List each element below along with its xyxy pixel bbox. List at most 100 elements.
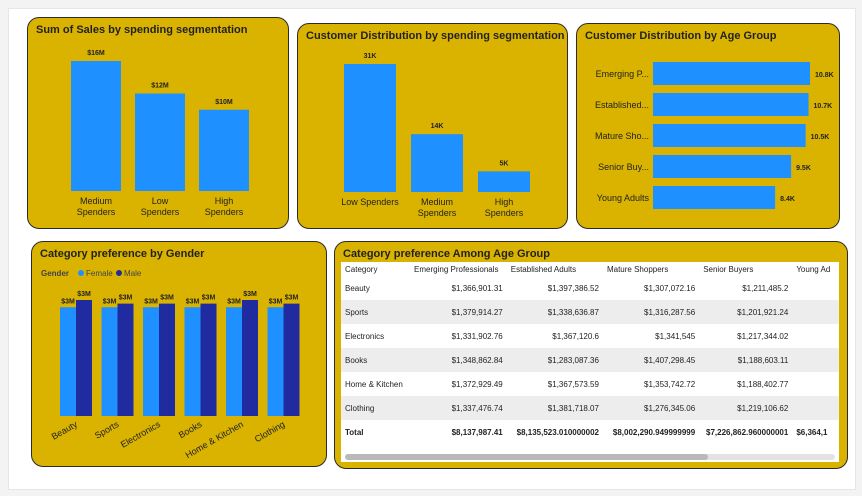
table-row: Clothing $1,337,476.74 $1,381,718.07 $1,… [341, 396, 839, 420]
data-label: $3M [160, 295, 174, 302]
category-label: Low Spenders [341, 197, 399, 207]
legend-dot [116, 270, 122, 276]
column-header[interactable]: Mature Shoppers [606, 264, 669, 274]
bar [283, 303, 300, 416]
category-label: Young Adults [597, 193, 650, 203]
category-label: Spenders [77, 207, 116, 217]
legend-title: Gender [41, 269, 69, 278]
table-row: Home & Kitchen $1,372,929.49 $1,367,573.… [341, 372, 839, 396]
customers-by-age-chart: Emerging P... 10.8K Established... 10.7K Mat… [595, 62, 834, 209]
data-label: $16M [87, 50, 105, 57]
bar [71, 61, 121, 191]
bar [411, 134, 463, 192]
cell: $1,188,402.77 [737, 379, 789, 389]
sales-by-segment-chart: $16MMediumSpenders$12MLowSpenders$10MHig… [71, 50, 249, 217]
customers-by-segment-card[interactable]: Customer Distribution by spending segmen… [297, 23, 568, 229]
bar [200, 303, 217, 416]
cell [792, 396, 839, 420]
data-label: $3M [202, 295, 216, 302]
customers-by-age-card[interactable]: Customer Distribution by Age Group Emerg… [576, 23, 840, 229]
cell: $1,188,603.11 [699, 348, 793, 372]
total-label: Total [345, 427, 364, 437]
data-label: $3M [61, 298, 75, 305]
data-label: 31K [364, 53, 377, 60]
bar [60, 307, 76, 416]
bar [117, 303, 134, 416]
cell: $1,219,106.62 [699, 396, 793, 420]
row-label: Home & Kitchen [345, 379, 403, 389]
data-label: 10.8K [815, 72, 834, 79]
cell: $1,397,386.52 [547, 283, 599, 293]
column-header[interactable]: Established Adults [510, 264, 577, 274]
age-category-table-viewport[interactable]: Category Emerging Professionals Establis… [341, 262, 839, 462]
cell: $1,367,120.6 [552, 331, 599, 341]
cell: $1,348,862.84 [410, 348, 507, 372]
data-label: $3M [144, 298, 158, 305]
bar [653, 124, 806, 147]
bar [478, 171, 530, 192]
data-label: $3M [186, 298, 200, 305]
total-cell: $8,137,987.41 [451, 427, 503, 437]
cell [792, 348, 839, 372]
cell: $1,341,545 [655, 331, 696, 341]
data-label: 10.7K [814, 103, 833, 110]
category-label: Spenders [205, 207, 244, 217]
row-label: Sports [341, 300, 411, 324]
cell: $1,337,476.74 [410, 396, 507, 420]
bar [135, 93, 185, 191]
cell: $1,353,742.72 [644, 379, 696, 389]
table-row: Beauty $1,366,901.31 $1,397,386.52 $1,30… [341, 276, 839, 300]
category-label: Senior Buy... [598, 162, 649, 172]
total-cell: $6,364,1 [796, 427, 828, 437]
data-label: $3M [269, 298, 283, 305]
table-header-row: Category Emerging Professionals Establis… [341, 262, 839, 276]
column-header[interactable]: Senior Buyers [703, 264, 754, 274]
card-title: Category preference by Gender [40, 248, 205, 260]
bar [101, 307, 118, 416]
bar [184, 307, 201, 416]
category-label: Beauty [50, 419, 80, 442]
cell [792, 300, 839, 324]
data-label: $3M [77, 291, 91, 298]
data-label: 5K [500, 160, 509, 167]
category-label: Spenders [485, 208, 524, 218]
cell [792, 372, 839, 396]
bar [653, 155, 792, 178]
data-label: $3M [103, 298, 117, 305]
category-by-gender-chart: Gender Female Male$3M$3MBeauty$3M$3MSports… [41, 269, 300, 460]
cell: $1,276,345.06 [602, 396, 700, 420]
bar [653, 93, 809, 116]
cell: $1,381,718.07 [506, 396, 603, 420]
category-label: Emerging P... [596, 69, 649, 79]
column-header[interactable]: Emerging Professionals [414, 264, 499, 274]
card-title: Customer Distribution by Age Group [585, 30, 777, 42]
bar [653, 62, 810, 85]
table-row: Electronics $1,331,902.76 $1,367,120.6 $… [341, 324, 839, 348]
scrollbar-thumb[interactable] [345, 454, 708, 460]
cell [792, 324, 839, 348]
bar [267, 307, 284, 416]
data-label: 9.5K [796, 165, 811, 172]
cell: $1,367,573.59 [547, 379, 599, 389]
category-by-gender-card[interactable]: Category preference by Gender Gender Fema… [31, 241, 327, 467]
cell: $1,338,636.87 [506, 300, 603, 324]
cell: $1,283,087.36 [506, 348, 603, 372]
sales-by-segment-card[interactable]: Sum of Sales by spending segmentation $1… [27, 17, 289, 229]
column-header[interactable]: Young Ad [796, 264, 831, 274]
category-by-age-card[interactable]: Category preference Among Age Group Cate… [334, 241, 848, 469]
cell: $1,201,921.24 [699, 300, 793, 324]
cell: $1,307,072.16 [644, 283, 696, 293]
total-cell: $8,135,523.010000002 [516, 427, 599, 437]
horizontal-scrollbar[interactable] [345, 454, 835, 460]
bar [344, 64, 396, 192]
column-header[interactable]: Category [345, 264, 378, 274]
category-label: Medium [421, 197, 453, 207]
bar [653, 186, 776, 209]
category-label: Low [152, 196, 169, 206]
table-row: Books $1,348,862.84 $1,283,087.36 $1,407… [341, 348, 839, 372]
category-label: Spenders [141, 207, 180, 217]
bar [76, 300, 92, 416]
legend-label: Female [86, 269, 113, 278]
legend-label: Male [124, 269, 142, 278]
